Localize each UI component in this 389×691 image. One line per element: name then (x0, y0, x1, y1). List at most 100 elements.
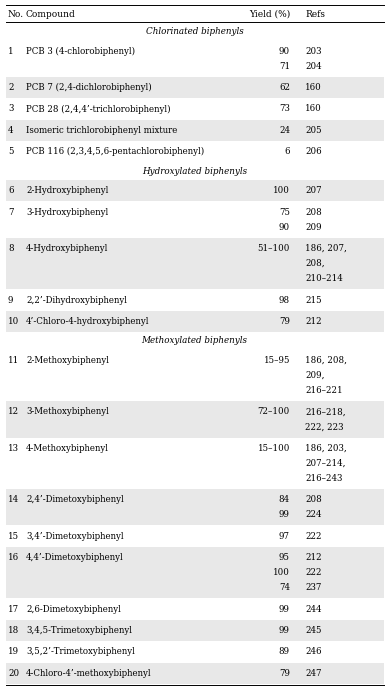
Bar (6, 547, 384, 598)
Text: 206: 206 (305, 147, 322, 156)
Text: 12: 12 (8, 407, 19, 416)
Text: PCB 7 (2,4-dichlorobiphenyl): PCB 7 (2,4-dichlorobiphenyl) (26, 83, 152, 92)
Text: 205: 205 (305, 126, 322, 135)
Text: 160: 160 (305, 104, 322, 113)
Text: 3-Hydroxybiphenyl: 3-Hydroxybiphenyl (26, 207, 108, 216)
Text: 6: 6 (8, 186, 14, 195)
Text: 51–100: 51–100 (258, 244, 290, 253)
Text: 210–214: 210–214 (305, 274, 343, 283)
Text: 2,2’-Dihydroxybiphenyl: 2,2’-Dihydroxybiphenyl (26, 296, 127, 305)
Text: 4: 4 (8, 126, 14, 135)
Text: 3-Methoxybiphenyl: 3-Methoxybiphenyl (26, 407, 109, 416)
Bar (6, 180, 384, 201)
Text: 208: 208 (305, 495, 322, 504)
Text: 203: 203 (305, 46, 321, 56)
Text: 17: 17 (8, 605, 19, 614)
Text: 216–218,: 216–218, (305, 407, 345, 416)
Text: 24: 24 (279, 126, 290, 135)
Text: 2-Methoxybiphenyl: 2-Methoxybiphenyl (26, 356, 109, 365)
Text: 2,4’-Dimetoxybiphenyl: 2,4’-Dimetoxybiphenyl (26, 495, 124, 504)
Text: 99: 99 (279, 626, 290, 635)
Text: 216–243: 216–243 (305, 474, 342, 483)
Text: 212: 212 (305, 317, 322, 326)
Text: 9: 9 (8, 296, 14, 305)
Text: 99: 99 (279, 510, 290, 520)
Text: 7: 7 (8, 207, 14, 216)
Text: 14: 14 (8, 495, 19, 504)
Text: Refs: Refs (305, 10, 325, 19)
Text: 100: 100 (273, 568, 290, 577)
Bar (6, 77, 384, 98)
Text: 90: 90 (279, 223, 290, 231)
Bar (6, 401, 384, 437)
Text: 160: 160 (305, 83, 322, 92)
Text: 1: 1 (8, 46, 14, 56)
Text: 212: 212 (305, 553, 322, 562)
Text: 95: 95 (279, 553, 290, 562)
Text: 100: 100 (273, 186, 290, 195)
Text: Yield (%): Yield (%) (249, 10, 290, 19)
Text: 6: 6 (284, 147, 290, 156)
Text: 208: 208 (305, 207, 322, 216)
Text: 74: 74 (279, 583, 290, 592)
Text: 11: 11 (8, 356, 19, 365)
Text: PCB 28 (2,4,4’-trichlorobiphenyl): PCB 28 (2,4,4’-trichlorobiphenyl) (26, 104, 171, 113)
Text: 209,: 209, (305, 371, 324, 380)
Text: 90: 90 (279, 46, 290, 56)
Text: 209: 209 (305, 223, 322, 231)
Text: 3: 3 (8, 104, 13, 113)
Text: 244: 244 (305, 605, 321, 614)
Text: 62: 62 (279, 83, 290, 92)
Text: 15: 15 (8, 531, 19, 540)
Text: 204: 204 (305, 61, 322, 70)
Text: 3,4’-Dimetoxybiphenyl: 3,4’-Dimetoxybiphenyl (26, 531, 124, 540)
Text: 207–214,: 207–214, (305, 459, 345, 468)
Text: 15–100: 15–100 (258, 444, 290, 453)
Text: 222: 222 (305, 531, 321, 540)
Text: 18: 18 (8, 626, 19, 635)
Text: 3,4,5-Trimetoxybiphenyl: 3,4,5-Trimetoxybiphenyl (26, 626, 132, 635)
Text: Isomeric trichlorobiphenyl mixture: Isomeric trichlorobiphenyl mixture (26, 126, 177, 135)
Text: 186, 207,: 186, 207, (305, 244, 347, 253)
Text: 222, 223: 222, 223 (305, 422, 343, 431)
Text: Chlorinated biphenyls: Chlorinated biphenyls (145, 27, 244, 36)
Text: 245: 245 (305, 626, 321, 635)
Text: Methoxylated biphenyls: Methoxylated biphenyls (142, 337, 247, 346)
Bar (6, 620, 384, 641)
Text: 4-Hydroxybiphenyl: 4-Hydroxybiphenyl (26, 244, 109, 253)
Text: 224: 224 (305, 510, 321, 520)
Text: 10: 10 (8, 317, 19, 326)
Text: 246: 246 (305, 647, 321, 656)
Text: 8: 8 (8, 244, 14, 253)
Text: 75: 75 (279, 207, 290, 216)
Text: 2: 2 (8, 83, 14, 92)
Text: 2-Hydroxybiphenyl: 2-Hydroxybiphenyl (26, 186, 109, 195)
Bar (6, 663, 384, 684)
Text: 222: 222 (305, 568, 321, 577)
Text: 72–100: 72–100 (258, 407, 290, 416)
Text: 73: 73 (279, 104, 290, 113)
Text: 16: 16 (8, 553, 19, 562)
Bar (6, 489, 384, 525)
Bar (6, 120, 384, 141)
Text: 237: 237 (305, 583, 321, 592)
Text: 99: 99 (279, 605, 290, 614)
Text: PCB 116 (2,3,4,5,6-pentachlorobiphenyl): PCB 116 (2,3,4,5,6-pentachlorobiphenyl) (26, 147, 204, 156)
Text: 186, 208,: 186, 208, (305, 356, 347, 365)
Text: 4-Methoxybiphenyl: 4-Methoxybiphenyl (26, 444, 109, 453)
Text: Compound: Compound (26, 10, 76, 19)
Text: 4’-Chloro-4-hydroxybiphenyl: 4’-Chloro-4-hydroxybiphenyl (26, 317, 149, 326)
Text: 4,4’-Dimetoxybiphenyl: 4,4’-Dimetoxybiphenyl (26, 553, 124, 562)
Text: 15–95: 15–95 (263, 356, 290, 365)
Text: 208,: 208, (305, 259, 325, 268)
Text: 207: 207 (305, 186, 322, 195)
Bar (6, 238, 384, 290)
Text: Hydroxylated biphenyls: Hydroxylated biphenyls (142, 167, 247, 176)
Text: 4-Chloro-4’-methoxybiphenyl: 4-Chloro-4’-methoxybiphenyl (26, 669, 152, 678)
Text: 2,6-Dimetoxybiphenyl: 2,6-Dimetoxybiphenyl (26, 605, 121, 614)
Text: No.: No. (8, 10, 24, 19)
Text: 79: 79 (279, 669, 290, 678)
Text: 3,5,2’-Trimetoxybiphenyl: 3,5,2’-Trimetoxybiphenyl (26, 647, 135, 656)
Text: 98: 98 (279, 296, 290, 305)
Text: 71: 71 (279, 61, 290, 70)
